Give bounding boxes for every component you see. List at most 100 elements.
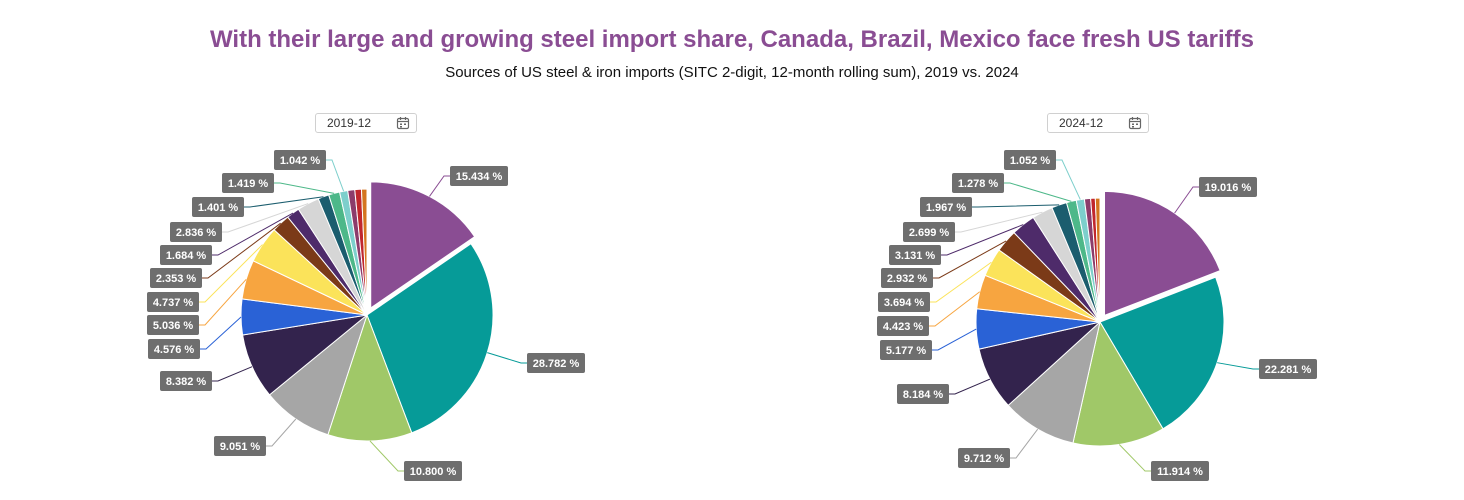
data-label: 1.967 % bbox=[926, 202, 967, 214]
data-label-box bbox=[1151, 461, 1209, 481]
data-label-box bbox=[150, 268, 202, 288]
date-picker-value: 2019-12 bbox=[327, 116, 372, 130]
data-label: 2.353 % bbox=[156, 273, 197, 285]
pie-chart-2019-12: 15.434 % 28.782 % 10.800 % 9.051 % 8.382 % 4.… bbox=[147, 150, 585, 481]
data-label: 8.184 % bbox=[903, 389, 944, 401]
leader-line bbox=[930, 261, 992, 303]
data-label: 4.423 % bbox=[883, 321, 924, 333]
data-label-box bbox=[877, 316, 929, 336]
data-label: 10.800 % bbox=[410, 466, 457, 478]
data-label: 1.042 % bbox=[280, 155, 321, 167]
leader-line bbox=[1004, 182, 1072, 202]
pie-slice[interactable] bbox=[366, 243, 494, 434]
data-label-box bbox=[878, 292, 930, 312]
data-label-box bbox=[148, 339, 200, 359]
chart-subtitle: Sources of US steel & iron imports (SITC… bbox=[445, 64, 1019, 81]
leader-line bbox=[933, 240, 1007, 279]
leader-line bbox=[212, 212, 294, 256]
pie-slice[interactable] bbox=[1007, 320, 1101, 444]
data-label-box bbox=[897, 384, 949, 404]
leader-line bbox=[1217, 362, 1259, 370]
leader-line bbox=[1010, 428, 1039, 459]
date-picker-2024[interactable]: 2024-12 bbox=[1047, 113, 1149, 133]
data-label: 15.434 % bbox=[456, 171, 503, 183]
data-label: 11.914 % bbox=[1157, 466, 1203, 478]
data-label: 5.036 % bbox=[153, 320, 194, 332]
data-label: 4.737 % bbox=[153, 297, 194, 309]
calendar-icon bbox=[1128, 116, 1142, 130]
pie-slice[interactable] bbox=[1072, 320, 1164, 447]
data-label: 1.419 % bbox=[228, 178, 269, 190]
leader-line bbox=[199, 244, 263, 303]
leader-line bbox=[487, 352, 527, 364]
data-label-box bbox=[222, 173, 274, 193]
data-label-box bbox=[147, 292, 199, 312]
data-label-box bbox=[527, 353, 585, 373]
leader-line bbox=[1118, 444, 1151, 472]
data-label: 4.576 % bbox=[154, 344, 195, 356]
data-label: 1.052 % bbox=[1010, 155, 1051, 167]
leader-line bbox=[326, 159, 345, 192]
pie-slice[interactable] bbox=[1104, 190, 1221, 317]
date-picker-value: 2024-12 bbox=[1059, 116, 1104, 130]
data-labels: 15.434 % 28.782 % 10.800 % 9.051 % 8.382 % 4.… bbox=[147, 150, 585, 481]
leader-line bbox=[972, 204, 1060, 208]
data-label-box bbox=[880, 340, 932, 360]
leader-line bbox=[955, 211, 1043, 233]
data-label-box bbox=[1199, 177, 1257, 197]
leader-lines bbox=[199, 159, 527, 472]
date-picker-2019[interactable]: 2019-12 bbox=[315, 113, 417, 133]
data-label-box bbox=[404, 461, 462, 481]
leader-line bbox=[1174, 186, 1199, 214]
data-label: 8.382 % bbox=[166, 376, 207, 388]
leader-line bbox=[929, 291, 981, 327]
leader-line bbox=[932, 328, 977, 351]
data-label-box bbox=[170, 222, 222, 242]
data-label: 9.712 % bbox=[964, 453, 1005, 465]
leader-line bbox=[949, 378, 991, 395]
leader-line bbox=[429, 175, 450, 197]
leader-line bbox=[1056, 159, 1081, 200]
leader-line bbox=[274, 182, 335, 194]
data-label-box bbox=[1004, 150, 1056, 170]
data-label-box bbox=[214, 436, 266, 456]
leader-line bbox=[199, 279, 247, 326]
data-label-box bbox=[274, 150, 326, 170]
pie-chart-2024-12: 19.016 % 22.281 % 11.914 % 9.712 % 8.184 % 5.… bbox=[877, 150, 1317, 481]
leader-line bbox=[212, 366, 253, 382]
calendar-icon bbox=[396, 116, 410, 130]
data-label: 19.016 % bbox=[1205, 182, 1252, 194]
data-label-box bbox=[903, 222, 955, 242]
leader-lines bbox=[929, 159, 1259, 472]
data-labels: 19.016 % 22.281 % 11.914 % 9.712 % 8.184 % 5.… bbox=[877, 150, 1317, 481]
leader-line bbox=[941, 224, 1024, 256]
data-label-box bbox=[889, 245, 941, 265]
data-label: 5.177 % bbox=[886, 345, 927, 357]
pie-slice[interactable] bbox=[360, 188, 368, 316]
chart-title: With their large and growing steel impor… bbox=[209, 26, 1255, 53]
data-label-box bbox=[160, 371, 212, 391]
pie-slice[interactable] bbox=[1099, 276, 1225, 430]
data-label-box bbox=[952, 173, 1004, 193]
leader-line bbox=[202, 222, 281, 279]
pie-slice[interactable] bbox=[1094, 197, 1101, 323]
data-label: 22.281 % bbox=[1265, 364, 1312, 376]
data-label: 1.401 % bbox=[198, 202, 239, 214]
leader-line bbox=[369, 440, 404, 472]
data-label: 3.131 % bbox=[895, 250, 936, 262]
data-label-box bbox=[881, 268, 933, 288]
leader-line bbox=[244, 196, 324, 208]
data-label: 1.684 % bbox=[166, 250, 207, 262]
data-label: 9.051 % bbox=[220, 441, 261, 453]
leader-line bbox=[266, 418, 297, 447]
data-label-box bbox=[1259, 359, 1317, 379]
data-label-box bbox=[160, 245, 212, 265]
data-label: 1.278 % bbox=[958, 178, 999, 190]
data-label: 28.782 % bbox=[533, 358, 580, 370]
data-label: 3.694 % bbox=[884, 297, 925, 309]
data-label-box bbox=[147, 315, 199, 335]
leader-line bbox=[200, 316, 242, 350]
data-label-box bbox=[192, 197, 244, 217]
data-label-box bbox=[920, 197, 972, 217]
